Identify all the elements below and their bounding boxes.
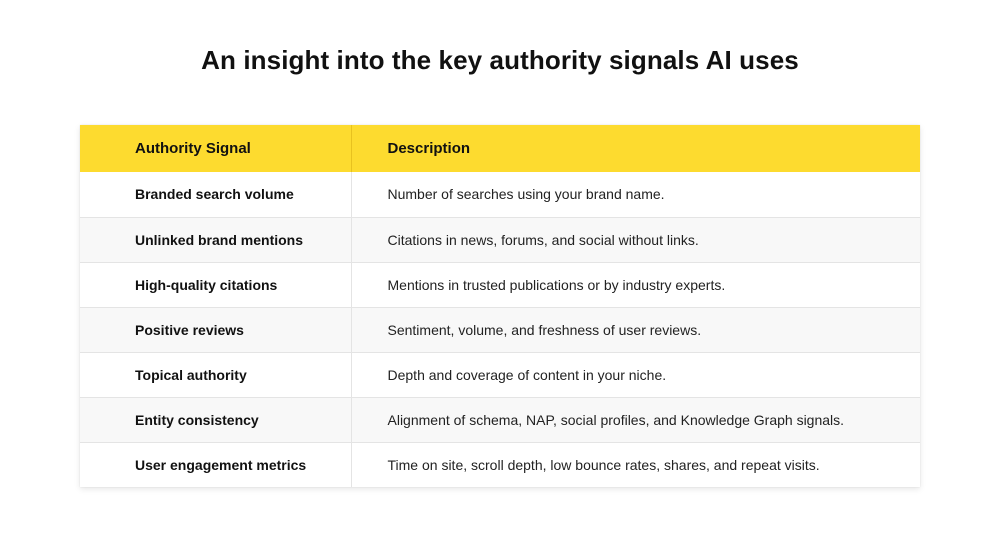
table-row: Positive reviews Sentiment, volume, and … — [80, 307, 920, 352]
description-cell: Depth and coverage of content in your ni… — [387, 366, 667, 383]
table-row: High-quality citations Mentions in trust… — [80, 262, 920, 307]
table-body: Branded search volume Number of searches… — [80, 172, 920, 487]
description-cell: Time on site, scroll depth, low bounce r… — [387, 456, 820, 473]
description-cell: Citations in news, forums, and social wi… — [387, 231, 699, 248]
signal-cell: Entity consistency — [80, 397, 352, 442]
table-row: Entity consistency Alignment of schema, … — [80, 397, 920, 442]
header-authority-signal: Authority Signal — [80, 125, 352, 172]
signal-cell: High-quality citations — [80, 262, 352, 307]
signal-cell: Unlinked brand mentions — [80, 217, 352, 262]
table-row: Topical authority Depth and coverage of … — [80, 352, 920, 397]
description-cell: Mentions in trusted publications or by i… — [387, 276, 726, 293]
table-row: Branded search volume Number of searches… — [80, 172, 920, 217]
page-title: An insight into the key authority signal… — [201, 45, 799, 75]
signal-cell: User engagement metrics — [80, 442, 352, 487]
description-cell: Alignment of schema, NAP, social profile… — [387, 411, 845, 428]
signal-cell: Topical authority — [80, 352, 352, 397]
table-header-row: Authority Signal Description — [80, 125, 920, 172]
description-cell: Number of searches using your brand name… — [387, 186, 665, 203]
authority-signals-table: Authority Signal Description Branded sea… — [80, 125, 920, 487]
signal-cell: Branded search volume — [80, 172, 352, 217]
table-row: Unlinked brand mentions Citations in new… — [80, 217, 920, 262]
description-cell: Sentiment, volume, and freshness of user… — [387, 321, 702, 338]
table-header: Authority Signal Description — [80, 125, 920, 172]
table-row: User engagement metrics Time on site, sc… — [80, 442, 920, 487]
signal-cell: Positive reviews — [80, 307, 352, 352]
header-description: Description — [387, 140, 471, 157]
authority-signals-table-container: Authority Signal Description Branded sea… — [80, 125, 920, 487]
